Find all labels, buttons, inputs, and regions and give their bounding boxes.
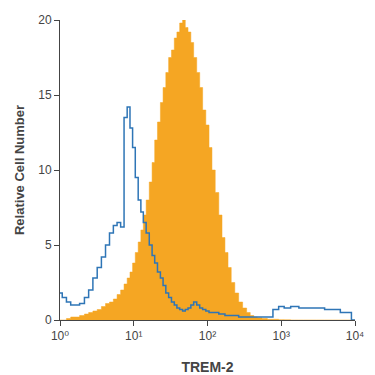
svg-text:0: 0: [45, 313, 52, 327]
svg-text:5: 5: [45, 238, 52, 252]
svg-text:Relative Cell Number: Relative Cell Number: [12, 105, 27, 235]
svg-text:10⁰: 10⁰: [51, 329, 69, 343]
svg-text:10: 10: [38, 163, 52, 177]
svg-text:TREM-2: TREM-2: [181, 359, 233, 375]
svg-text:10⁴: 10⁴: [346, 329, 365, 343]
svg-text:10³: 10³: [273, 329, 290, 343]
svg-text:15: 15: [38, 88, 52, 102]
svg-text:20: 20: [38, 13, 52, 27]
svg-text:10²: 10²: [199, 329, 216, 343]
svg-text:10¹: 10¹: [125, 329, 142, 343]
